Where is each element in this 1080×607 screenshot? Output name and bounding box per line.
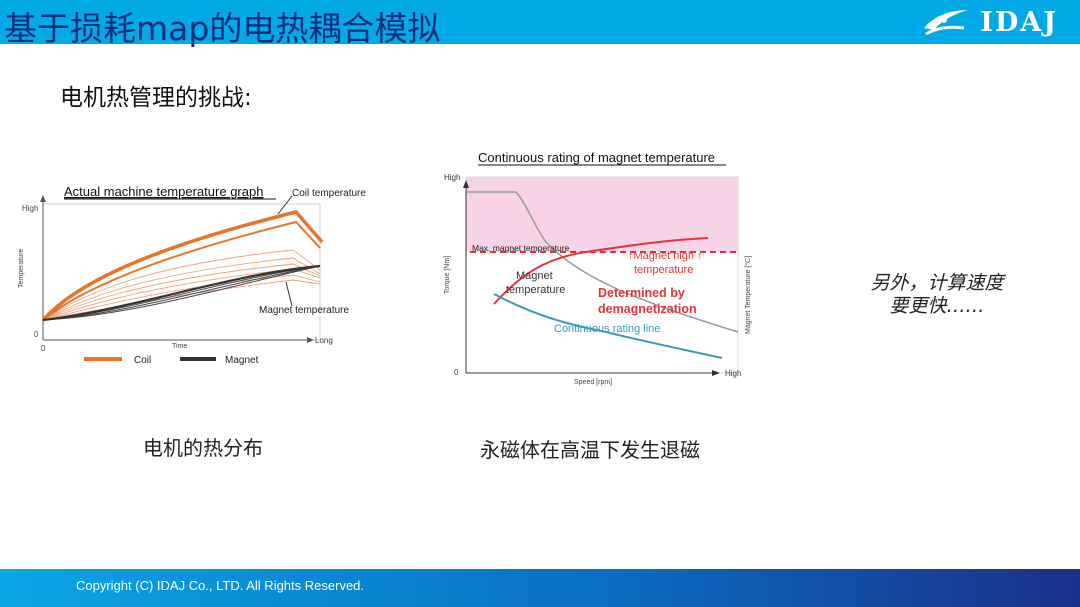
magnet-temperature-curve bbox=[493, 237, 709, 305]
magnet-curve bbox=[42, 264, 321, 322]
magnet-annotation: Magnet temperature bbox=[259, 305, 349, 316]
magnet-temp-label-2: temperature bbox=[506, 284, 565, 296]
swoosh-logo-icon bbox=[924, 10, 969, 36]
magnet-high-label-1: ↑Magnet high ↑ bbox=[628, 250, 703, 262]
legend-coil: Coil bbox=[134, 355, 151, 366]
footer-bar: Copyright (C) IDAJ Co., LTD. All Rights … bbox=[0, 569, 1080, 607]
note-line-1: 另外，计算速度 bbox=[870, 272, 1004, 294]
legend-magnet: Magnet bbox=[225, 355, 259, 366]
origin-label: 0 bbox=[454, 368, 459, 377]
header-bar: 基于损耗map的电热耦合模拟 IDAJ bbox=[0, 0, 1080, 48]
coil-curve bbox=[41, 210, 324, 322]
idaj-logo: IDAJ bbox=[920, 6, 1058, 38]
continuous-rating-line bbox=[493, 293, 723, 359]
y-high-label: High bbox=[22, 204, 38, 213]
x-zero-label: 0 bbox=[41, 344, 46, 353]
note-line-2: 要更快…… bbox=[889, 295, 985, 317]
caption-right: 永磁体在高温下发生退磁 bbox=[480, 438, 700, 462]
magnet-temp-axis-label: Magnet Temperature [°C] bbox=[744, 256, 752, 334]
max-magnet-label: Max. magnet temperature bbox=[472, 243, 570, 253]
logo-text: IDAJ bbox=[980, 6, 1058, 38]
page-title: 基于损耗map的电热耦合模拟 bbox=[4, 9, 441, 48]
y-high-label-right: High bbox=[444, 173, 460, 182]
speed-note: 另外，计算速度 要更快…… bbox=[862, 272, 1012, 318]
torque-curve bbox=[466, 191, 739, 333]
demag-label-1: Determined by bbox=[598, 286, 685, 300]
y-axis-label: Temperature bbox=[18, 249, 25, 288]
torque-axis-label: Torque [Nm] bbox=[444, 256, 451, 294]
magnet-rating-graph: Continuous rating of magnet temperature … bbox=[444, 150, 752, 386]
magnet-temp-label-1: Magnet bbox=[516, 270, 553, 282]
continuous-rating-label: Continuous rating line bbox=[554, 323, 660, 335]
speed-axis-label: Speed [rpm] bbox=[574, 379, 612, 386]
x-high-label-right: High bbox=[725, 369, 741, 378]
y-zero-label: 0 bbox=[34, 330, 39, 339]
magnet-high-label-2: temperature bbox=[634, 264, 693, 276]
temperature-graph-title: Actual machine temperature graph bbox=[64, 184, 263, 199]
rating-graph-title: Continuous rating of magnet temperature bbox=[478, 150, 715, 165]
x-long-label: Long bbox=[315, 336, 333, 345]
temperature-graph: Actual machine temperature graph High 0 … bbox=[18, 184, 366, 366]
demag-label-2: demagnetization bbox=[598, 302, 697, 316]
caption-left: 电机的热分布 bbox=[143, 436, 263, 460]
copyright-text: Copyright (C) IDAJ Co., LTD. All Rights … bbox=[76, 578, 365, 593]
section-subtitle: 电机热管理的挑战: bbox=[60, 85, 252, 111]
x-axis-label: Time bbox=[172, 343, 187, 350]
coil-annotation: Coil temperature bbox=[292, 188, 366, 199]
